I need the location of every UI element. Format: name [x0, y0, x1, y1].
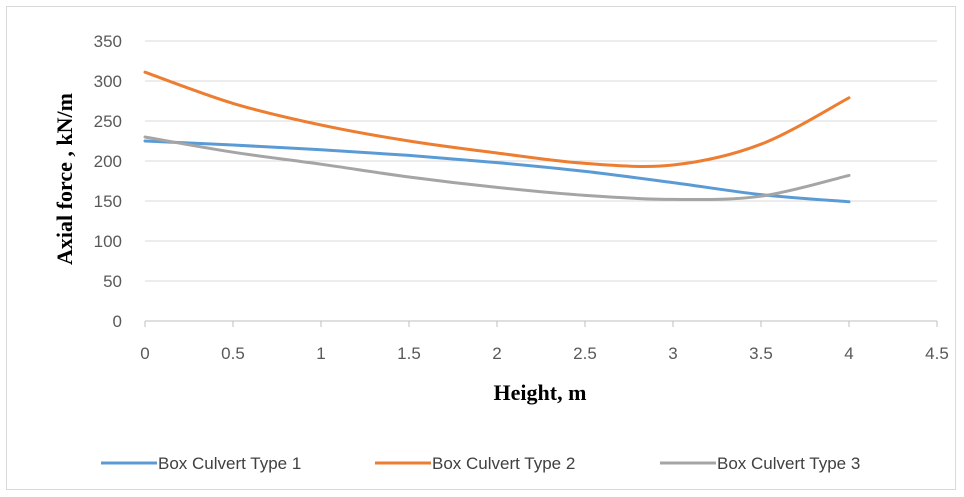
- legend-item: Box Culvert Type 3: [660, 454, 860, 473]
- x-tick-label: 0.5: [221, 344, 245, 363]
- series-lines: [143, 70, 851, 204]
- legend-label: Box Culvert Type 1: [158, 454, 301, 473]
- x-tick-label: 3: [668, 344, 677, 363]
- x-tick-label: 2.5: [573, 344, 597, 363]
- x-tick-label: 0: [140, 344, 149, 363]
- legend-label: Box Culvert Type 3: [717, 454, 860, 473]
- series-line-type-2: [143, 70, 851, 168]
- x-tick-label: 1: [316, 344, 325, 363]
- x-tick-label: 4: [844, 344, 853, 363]
- legend-item: Box Culvert Type 1: [101, 454, 301, 473]
- legend-label: Box Culvert Type 2: [432, 454, 575, 473]
- series-line-type-3: [143, 135, 851, 202]
- x-tick-label: 3.5: [749, 344, 773, 363]
- chart-frame: [6, 6, 956, 490]
- y-tick-label: 250: [94, 112, 122, 131]
- y-tick-label: 200: [94, 152, 122, 171]
- x-tick-label: 4.5: [925, 344, 949, 363]
- y-tick-label: 350: [94, 32, 122, 51]
- x-tick-label: 1.5: [397, 344, 421, 363]
- tick-labels: 0 50 100 150 200 250 300 350 0 0.5 1 1.5 2 2.5 3 3.5 4 4.…: [94, 32, 949, 363]
- x-tick-label: 2: [492, 344, 501, 363]
- gridlines: [145, 40, 937, 282]
- x-axis-title: Height, m: [494, 380, 587, 405]
- y-tick-label: 300: [94, 72, 122, 91]
- legend: Box Culvert Type 1 Box Culvert Type 2 Box …: [101, 454, 860, 473]
- y-tick-label: 50: [103, 272, 122, 291]
- series-line-type-1: [143, 139, 851, 204]
- y-tick-label: 100: [94, 232, 122, 251]
- legend-item: Box Culvert Type 2: [375, 454, 575, 473]
- y-tick-label: 0: [113, 312, 122, 331]
- axes: [144, 320, 938, 327]
- y-tick-label: 150: [94, 192, 122, 211]
- y-axis-title: Axial force , kN/m: [52, 93, 77, 265]
